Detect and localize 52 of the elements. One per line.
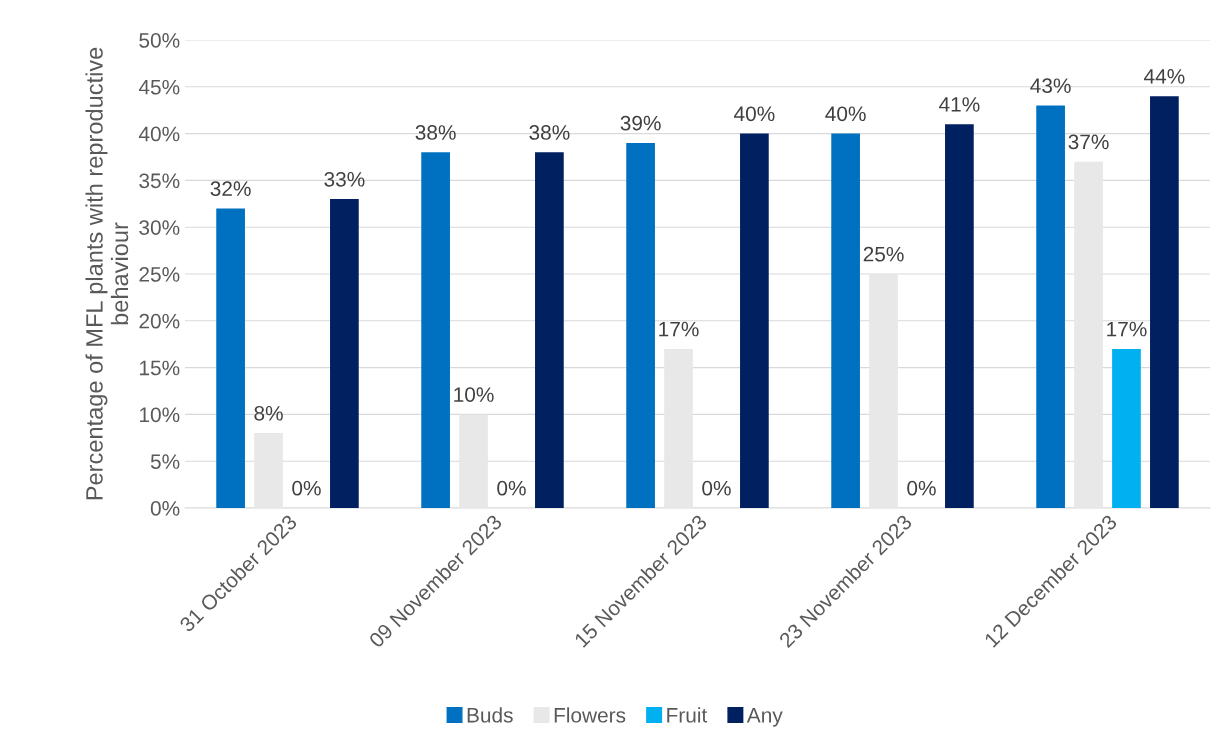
y-tick-label: 35% xyxy=(139,173,180,189)
bar xyxy=(1074,161,1103,508)
y-tick-label: 50% xyxy=(139,33,180,48)
bar xyxy=(216,208,245,508)
bar xyxy=(626,142,655,508)
data-label: 0% xyxy=(497,480,526,496)
data-label: 25% xyxy=(863,246,904,262)
data-label: 43% xyxy=(1030,78,1071,94)
data-label: 0% xyxy=(702,480,731,496)
legend-label: Flowers xyxy=(554,707,626,723)
data-label: 17% xyxy=(1107,321,1147,337)
y-axis-title: Percentage of MFL plants with reproductive behaviour xyxy=(85,47,129,500)
data-label: 0% xyxy=(292,480,321,496)
y-tick-label: 0% xyxy=(150,501,180,516)
y-tick-label: 5% xyxy=(150,454,180,469)
data-label: 38% xyxy=(415,125,456,140)
bar xyxy=(831,133,860,508)
data-label: 41% xyxy=(939,97,980,112)
bar xyxy=(1150,96,1179,508)
bar xyxy=(535,152,564,508)
data-label: 8% xyxy=(254,405,283,421)
data-label: 40% xyxy=(825,106,866,122)
y-tick-label: 10% xyxy=(140,407,180,423)
legend-label: Any xyxy=(746,708,783,727)
data-label: 0% xyxy=(907,480,936,496)
bar xyxy=(945,124,974,508)
data-label: 39% xyxy=(620,115,661,131)
bar xyxy=(1112,348,1141,508)
bar xyxy=(664,348,693,508)
bar xyxy=(330,199,359,508)
y-tick-label: 20% xyxy=(139,313,180,329)
data-label: 38% xyxy=(529,125,570,140)
y-tick-label: 45% xyxy=(138,79,180,95)
legend-label: Fruit xyxy=(667,707,708,723)
data-label: 44% xyxy=(1144,69,1185,84)
data-label: 17% xyxy=(659,321,699,337)
bar xyxy=(740,133,769,508)
y-tick-label: 30% xyxy=(139,220,180,235)
data-label: 37% xyxy=(1068,134,1109,150)
bar xyxy=(1036,105,1065,508)
bar xyxy=(869,274,898,508)
y-tick-label: 25% xyxy=(139,267,180,282)
data-label: 33% xyxy=(324,171,365,187)
y-tick-label: 15% xyxy=(140,360,180,376)
y-tick-label: 40% xyxy=(138,126,180,142)
bar xyxy=(254,433,283,508)
data-label: 10% xyxy=(454,387,494,402)
bar xyxy=(421,152,450,508)
data-label: 32% xyxy=(210,181,251,197)
data-label: 40% xyxy=(734,106,775,122)
legend-label: Buds xyxy=(467,707,513,723)
bar xyxy=(459,414,488,508)
